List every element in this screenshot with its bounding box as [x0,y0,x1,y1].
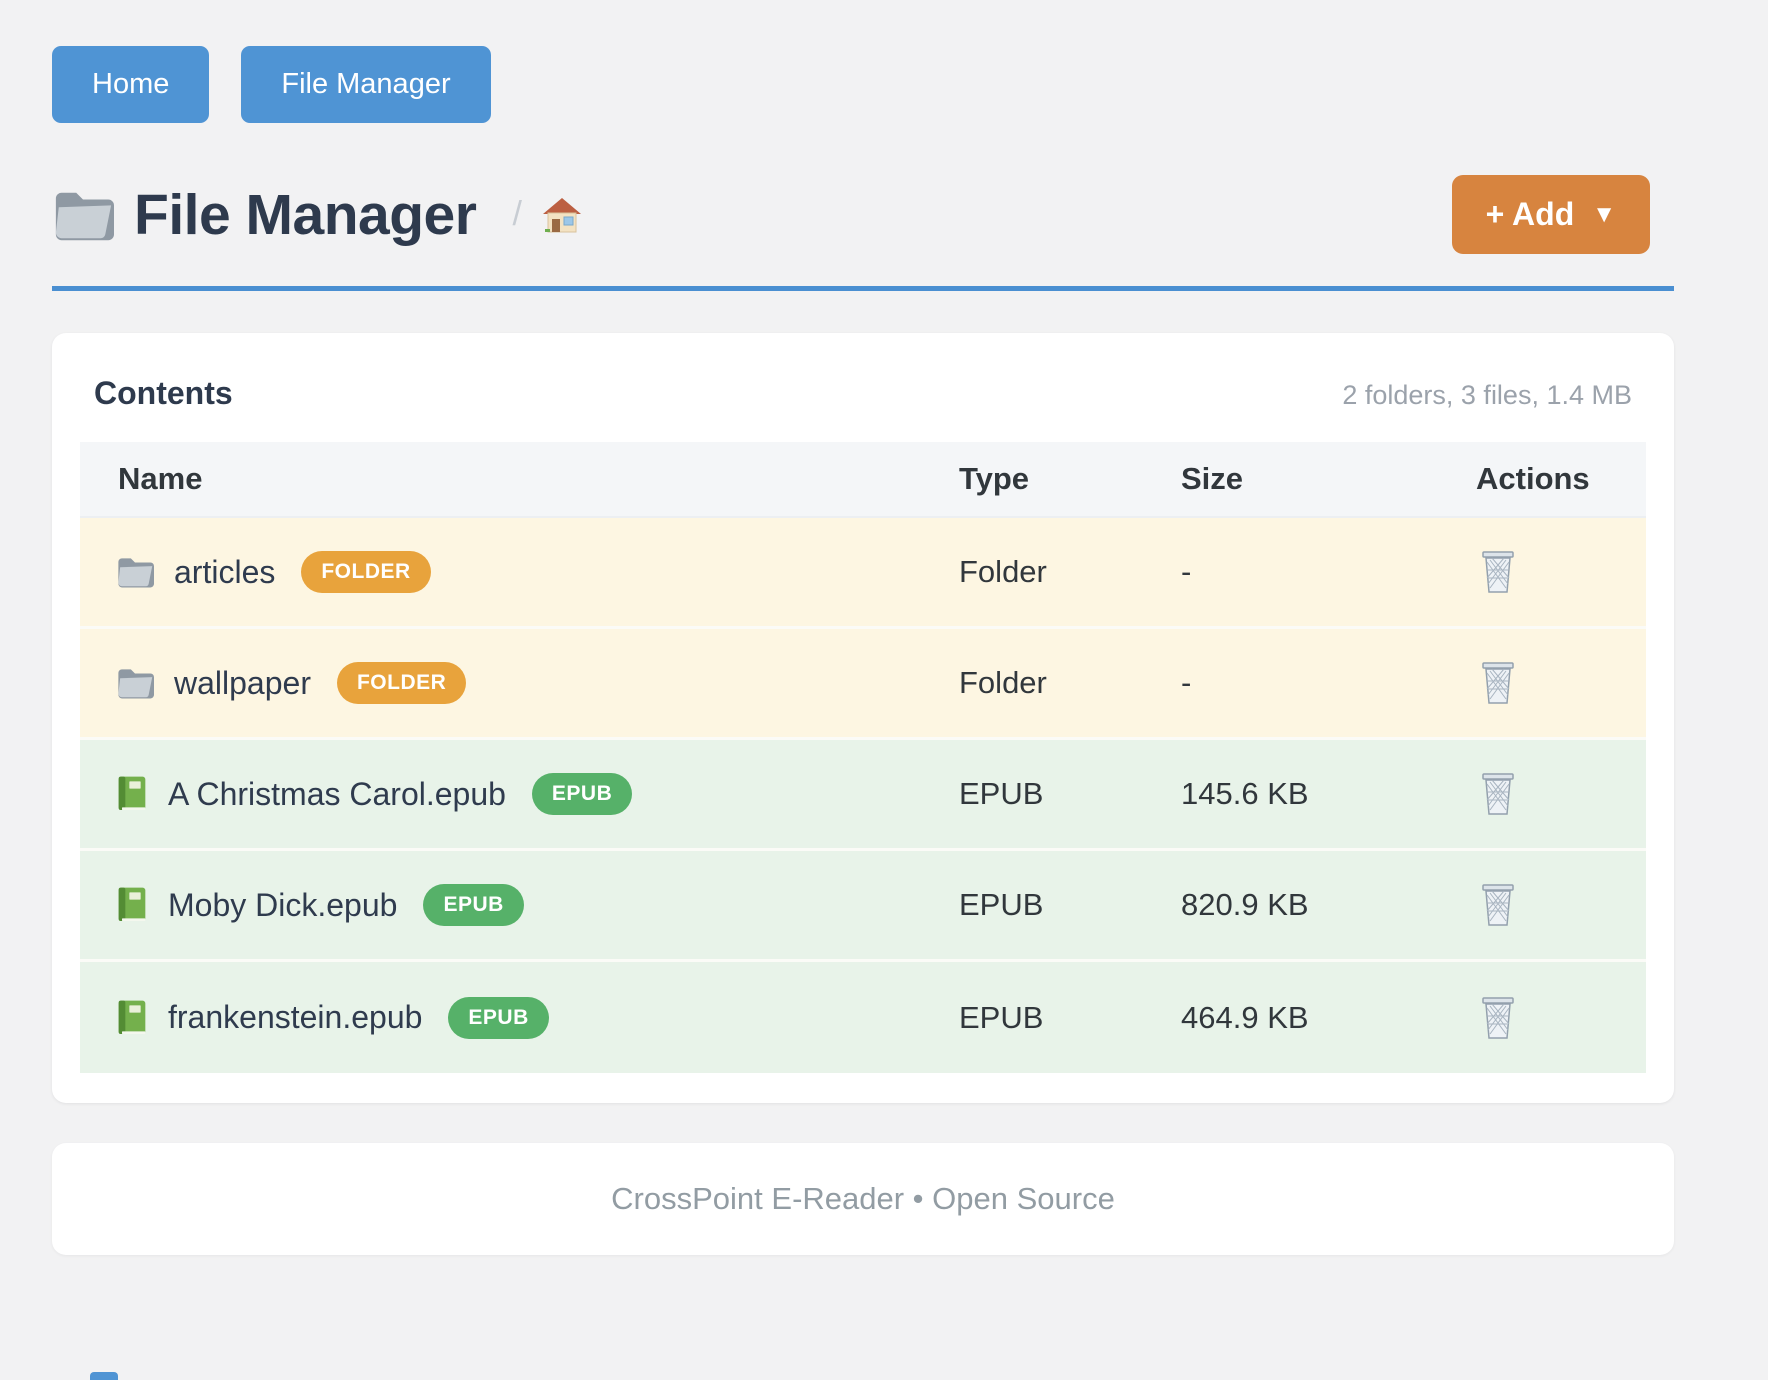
caret-down-icon: ▼ [1592,200,1616,228]
green-book-icon [116,999,148,1037]
size-cell: 145.6 KB [1181,776,1309,811]
breadcrumb-separator: / [512,195,522,233]
type-cell: Folder [959,554,1047,589]
size-cell: 820.9 KB [1181,887,1309,922]
contents-card: Contents 2 folders, 3 files, 1.4 MB Name… [52,333,1674,1103]
folder-icon [52,189,114,241]
type-cell: EPUB [959,999,1044,1035]
delete-button[interactable] [1478,771,1518,817]
top-nav: Home File Manager [52,0,1674,123]
add-button[interactable]: + Add ▼ [1451,175,1650,254]
type-badge: EPUB [531,773,633,815]
home-icon[interactable] [542,195,582,235]
cutoff-blue-element [90,1372,118,1380]
card-title: Contents [94,375,233,411]
type-badge: FOLDER [301,551,431,593]
table-row[interactable]: frankenstein.epub EPUB EPUB 464.9 KB [80,962,1646,1073]
type-badge: EPUB [423,884,524,926]
file-name[interactable]: Moby Dick.epub [168,886,398,923]
contents-summary: 2 folders, 3 files, 1.4 MB [1342,380,1632,410]
delete-button[interactable] [1478,660,1518,706]
page: Home File Manager File Manager / [52,0,1674,1255]
card-header: Contents 2 folders, 3 files, 1.4 MB [80,375,1646,442]
footer: CrossPoint E-Reader • Open Source [52,1143,1674,1255]
green-book-icon [116,886,148,924]
header-divider [52,286,1674,291]
folder-icon [116,555,154,589]
type-cell: EPUB [959,776,1044,811]
folder-icon [116,666,154,700]
column-header-name: Name [118,461,203,496]
file-manager-button[interactable]: File Manager [241,46,491,123]
table-row[interactable]: Moby Dick.epub EPUB EPUB 820.9 KB [80,851,1646,962]
page-header: File Manager / + Add ▼ [52,175,1674,254]
delete-button[interactable] [1478,882,1518,928]
type-badge: FOLDER [336,662,467,704]
type-badge: EPUB [448,996,549,1039]
size-cell: - [1181,665,1192,700]
delete-button[interactable] [1478,995,1518,1041]
table-row[interactable]: A Christmas Carol.epub EPUB EPUB 145.6 K… [80,740,1646,851]
table-row[interactable]: articles FOLDER Folder - [80,518,1646,629]
size-cell: 464.9 KB [1181,999,1309,1035]
title-wrap: File Manager / [52,182,1452,248]
home-button[interactable]: Home [52,46,210,123]
type-cell: EPUB [959,887,1044,922]
size-cell: - [1181,554,1192,589]
table-header-row: Name Type Size Actions [80,442,1646,518]
table-row[interactable]: wallpaper FOLDER Folder - [80,629,1646,740]
add-button-label: + Add [1485,196,1575,232]
file-name[interactable]: frankenstein.epub [168,999,423,1035]
file-name[interactable]: wallpaper [174,664,311,701]
file-name[interactable]: articles [174,553,276,590]
file-name[interactable]: A Christmas Carol.epub [168,775,506,812]
page-title: File Manager [134,182,477,247]
green-book-icon [116,775,148,813]
column-header-size: Size [1181,461,1244,496]
column-header-type: Type [959,461,1030,496]
file-table: Name Type Size Actions articles FOLDER [80,442,1646,1073]
delete-button[interactable] [1478,549,1518,595]
column-header-actions: Actions [1476,461,1590,496]
type-cell: Folder [959,665,1047,700]
footer-text: CrossPoint E-Reader • Open Source [611,1181,1115,1216]
